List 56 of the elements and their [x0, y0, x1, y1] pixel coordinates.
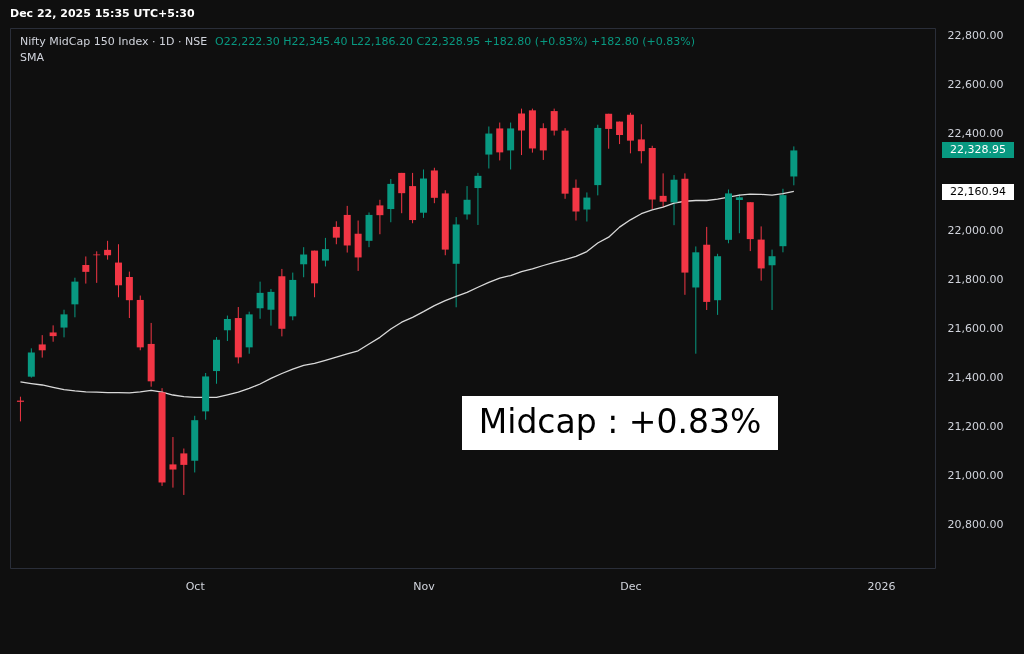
y-tick-label: 21,800.00: [947, 273, 1004, 287]
candlestick: [49, 324, 57, 343]
candlestick: [670, 174, 678, 226]
text: SMA: [20, 51, 45, 64]
candlestick: [463, 185, 471, 221]
candlestick: [659, 172, 667, 208]
candlestick: [496, 122, 504, 161]
y-tick-label: 21,200.00: [947, 419, 1004, 433]
y-tick-label: 21,600.00: [947, 322, 1004, 336]
y-tick-label: 22,400.00: [947, 126, 1004, 140]
annotation: O22,222.30 H22,345.40 L22,186.20 C22,328.95 +182.80 (+0.83%) +182.80 (+0.83%): [215, 35, 696, 48]
candlestick: [114, 243, 122, 298]
candlestick: [474, 172, 482, 226]
text: 22,328.95: [950, 143, 1006, 156]
candlestick: [550, 108, 558, 137]
annotation: Midcap : +0.83%: [478, 402, 762, 441]
candlestick: [735, 193, 743, 234]
candlestick: [104, 240, 112, 261]
y-tick-label: 22,600.00: [947, 77, 1004, 91]
y-tick-label: 21,000.00: [947, 468, 1004, 482]
x-tick-label: Dec: [620, 579, 642, 593]
candlestick: [485, 125, 493, 169]
candlestick: [507, 122, 515, 170]
candlestick: [300, 246, 308, 278]
x-tick-label: Oct: [185, 579, 206, 593]
y-tick-label: 20,800.00: [947, 517, 1004, 531]
candlestick: [223, 315, 231, 342]
y-tick-label: 22,000.00: [947, 224, 1004, 238]
candlestick: [321, 237, 329, 267]
candlestick: [376, 199, 384, 235]
candlestick: [71, 277, 79, 318]
x-tick-label: Nov: [413, 579, 436, 593]
y-tick-label: 22,800.00: [947, 28, 1004, 42]
candlestick: [256, 281, 264, 320]
candlestick: [125, 271, 133, 319]
candlestick: [60, 309, 68, 338]
candlestick: [332, 220, 340, 245]
text: 22,160.94: [950, 185, 1006, 198]
candlestick: [572, 178, 580, 222]
candlestick: [637, 123, 645, 164]
candlestick: [398, 172, 406, 214]
candlestick: [38, 334, 46, 359]
x-tick-label: 2026: [867, 579, 896, 593]
candlestick: [354, 220, 362, 272]
candlestick: [180, 448, 188, 496]
candlestick: [605, 113, 613, 150]
candlestick: [169, 436, 177, 489]
candlestick: [82, 255, 90, 285]
candlestick: [583, 191, 591, 223]
candlestick: [539, 122, 547, 161]
candlestick: [768, 249, 776, 311]
candlestick: [518, 108, 526, 156]
text: Nifty MidCap 150 Index · 1D · NSE: [20, 35, 208, 48]
candlestick: [267, 288, 275, 327]
text: Dec 22, 2025 15:35 UTC+5:30: [10, 7, 195, 20]
y-tick-label: 21,400.00: [947, 370, 1004, 384]
